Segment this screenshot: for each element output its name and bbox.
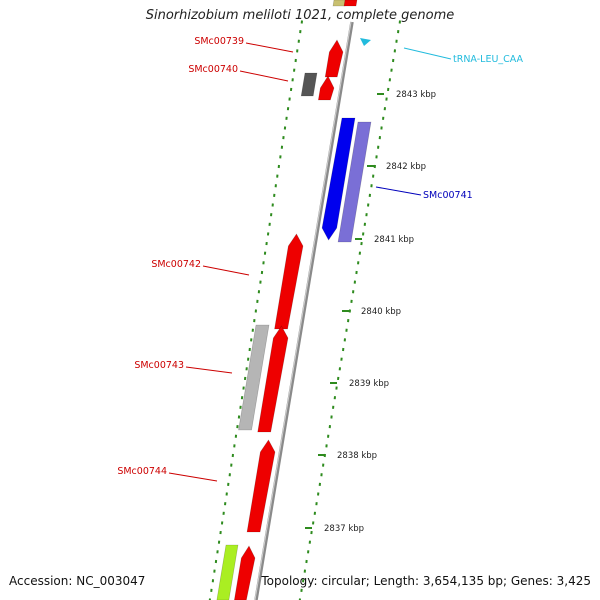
backbone-highlight: [254, 21, 352, 600]
gene-trna: [360, 38, 371, 46]
gene-lavender: [337, 121, 372, 243]
kbp-tick-marks: [305, 93, 384, 529]
gene-red-bottom: [234, 545, 256, 600]
gene-smc00744: [246, 439, 276, 533]
accession-text: Accession: NC_003047: [9, 574, 146, 588]
map-title: Sinorhizobium meliloti 1021, complete ge…: [145, 8, 455, 23]
gene-label: SMc00743: [134, 360, 184, 371]
gene-lime: [216, 544, 239, 600]
gene-leader-line: [375, 186, 422, 196]
kbp-label: 2843 kbp: [396, 90, 436, 100]
gene-label: SMc00744: [117, 466, 167, 477]
kbp-label: 2839 kbp: [349, 379, 389, 389]
kbp-label: 2841 kbp: [374, 235, 414, 245]
backbone-line: [254, 21, 354, 600]
gene-leader-line: [202, 265, 250, 276]
inner-tick-ring: [208, 20, 303, 600]
gene-smc00740-dark: [300, 72, 318, 97]
gene-label: tRNA-LEU_CAA: [453, 54, 524, 65]
gene-leader-line: [185, 366, 233, 374]
gene-label: SMc00742: [151, 259, 201, 270]
gene-labels: SMc00739 SMc00740 tRNA-LEU_CAA SMc00741 SMc0…: [117, 36, 524, 482]
gene-smc00739: [324, 39, 344, 78]
kbp-label: 2842 kbp: [386, 162, 426, 172]
kbp-label: 2838 kbp: [337, 451, 377, 461]
gene-label: SMc00740: [188, 64, 238, 75]
gene-leader-line: [245, 42, 294, 53]
kbp-label: 2837 kbp: [324, 524, 364, 534]
gene-leader-line: [239, 70, 289, 82]
kbp-label: 2840 kbp: [361, 307, 401, 317]
gene-leader-line: [403, 47, 452, 60]
gene-smc00743: [257, 325, 289, 433]
gene-leader-line: [168, 472, 218, 482]
gene-smc00741: [321, 117, 356, 241]
topology-text: Topology: circular; Length: 3,654,135 bp…: [261, 574, 591, 588]
gene-gray: [238, 324, 270, 431]
gene-features: [216, 0, 372, 600]
gene-red-top: [343, 0, 358, 7]
kbp-labels: 2843 kbp 2842 kbp 2841 kbp 2840 kbp 2839 kbp…: [324, 90, 436, 534]
gene-label: SMc00739: [194, 36, 244, 47]
gene-label: SMc00741: [423, 190, 473, 201]
genome-backbone: [254, 21, 354, 600]
gene-smc00740-red: [317, 75, 335, 101]
gene-smc00742: [274, 233, 304, 330]
